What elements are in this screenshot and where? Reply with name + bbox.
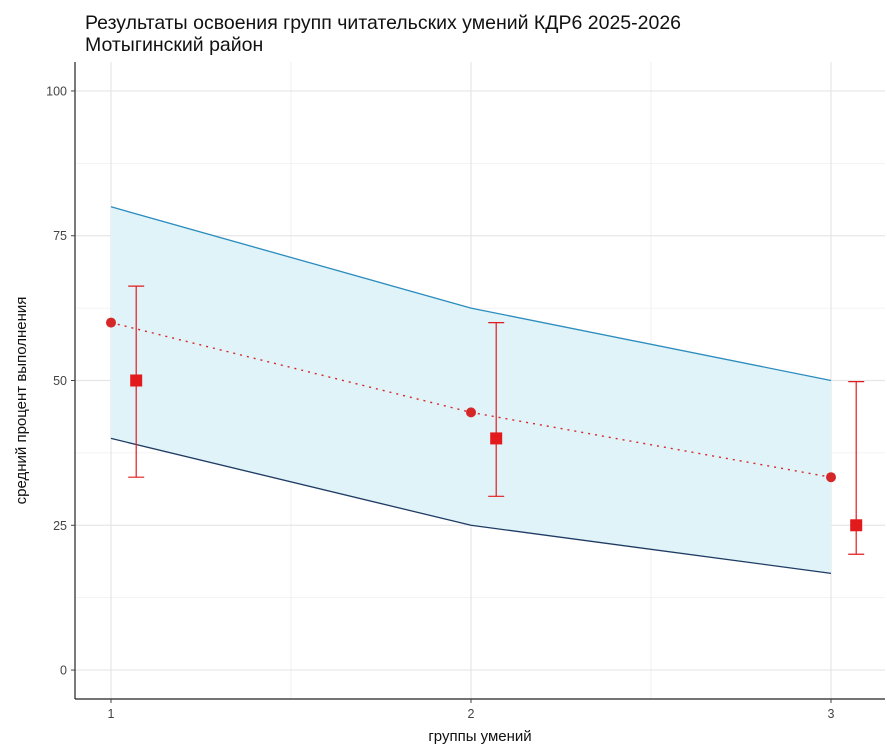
chart-title-block: Результаты освоения групп читательских у… (85, 12, 681, 56)
x-tick-label: 3 (828, 707, 835, 721)
x-tick-label: 2 (468, 707, 475, 721)
series-1-point (106, 317, 116, 328)
y-tick-label: 100 (46, 84, 67, 98)
series-layer (106, 285, 865, 555)
y-axis-label: средний процент выполнения (13, 297, 30, 505)
y-tick-label: 25 (53, 519, 67, 533)
band-lower-line (110, 437, 832, 574)
y-tick-label: 75 (53, 229, 67, 243)
chart-subtitle: Мотыгинский район (85, 34, 264, 56)
series-2-errorbar (488, 321, 505, 497)
series-1-point (826, 472, 836, 483)
series-2-errorbar (128, 285, 145, 478)
series-2-point (850, 519, 863, 532)
chart-title: Результаты освоения групп читательских у… (85, 12, 682, 34)
series-2-point (130, 374, 143, 387)
x-axis-label: группы умений (428, 728, 531, 745)
band-upper-line (110, 206, 832, 382)
x-tick-label: 1 (108, 707, 115, 721)
series-1-point (466, 407, 476, 418)
axes: 0 25 50 75 100 1 2 3 (46, 62, 885, 721)
y-tick-label: 50 (53, 374, 67, 388)
y-tick-label: 0 (60, 664, 67, 678)
confidence-band (110, 206, 832, 574)
series-2-point (490, 432, 503, 445)
series-2-errorbar (848, 381, 865, 555)
